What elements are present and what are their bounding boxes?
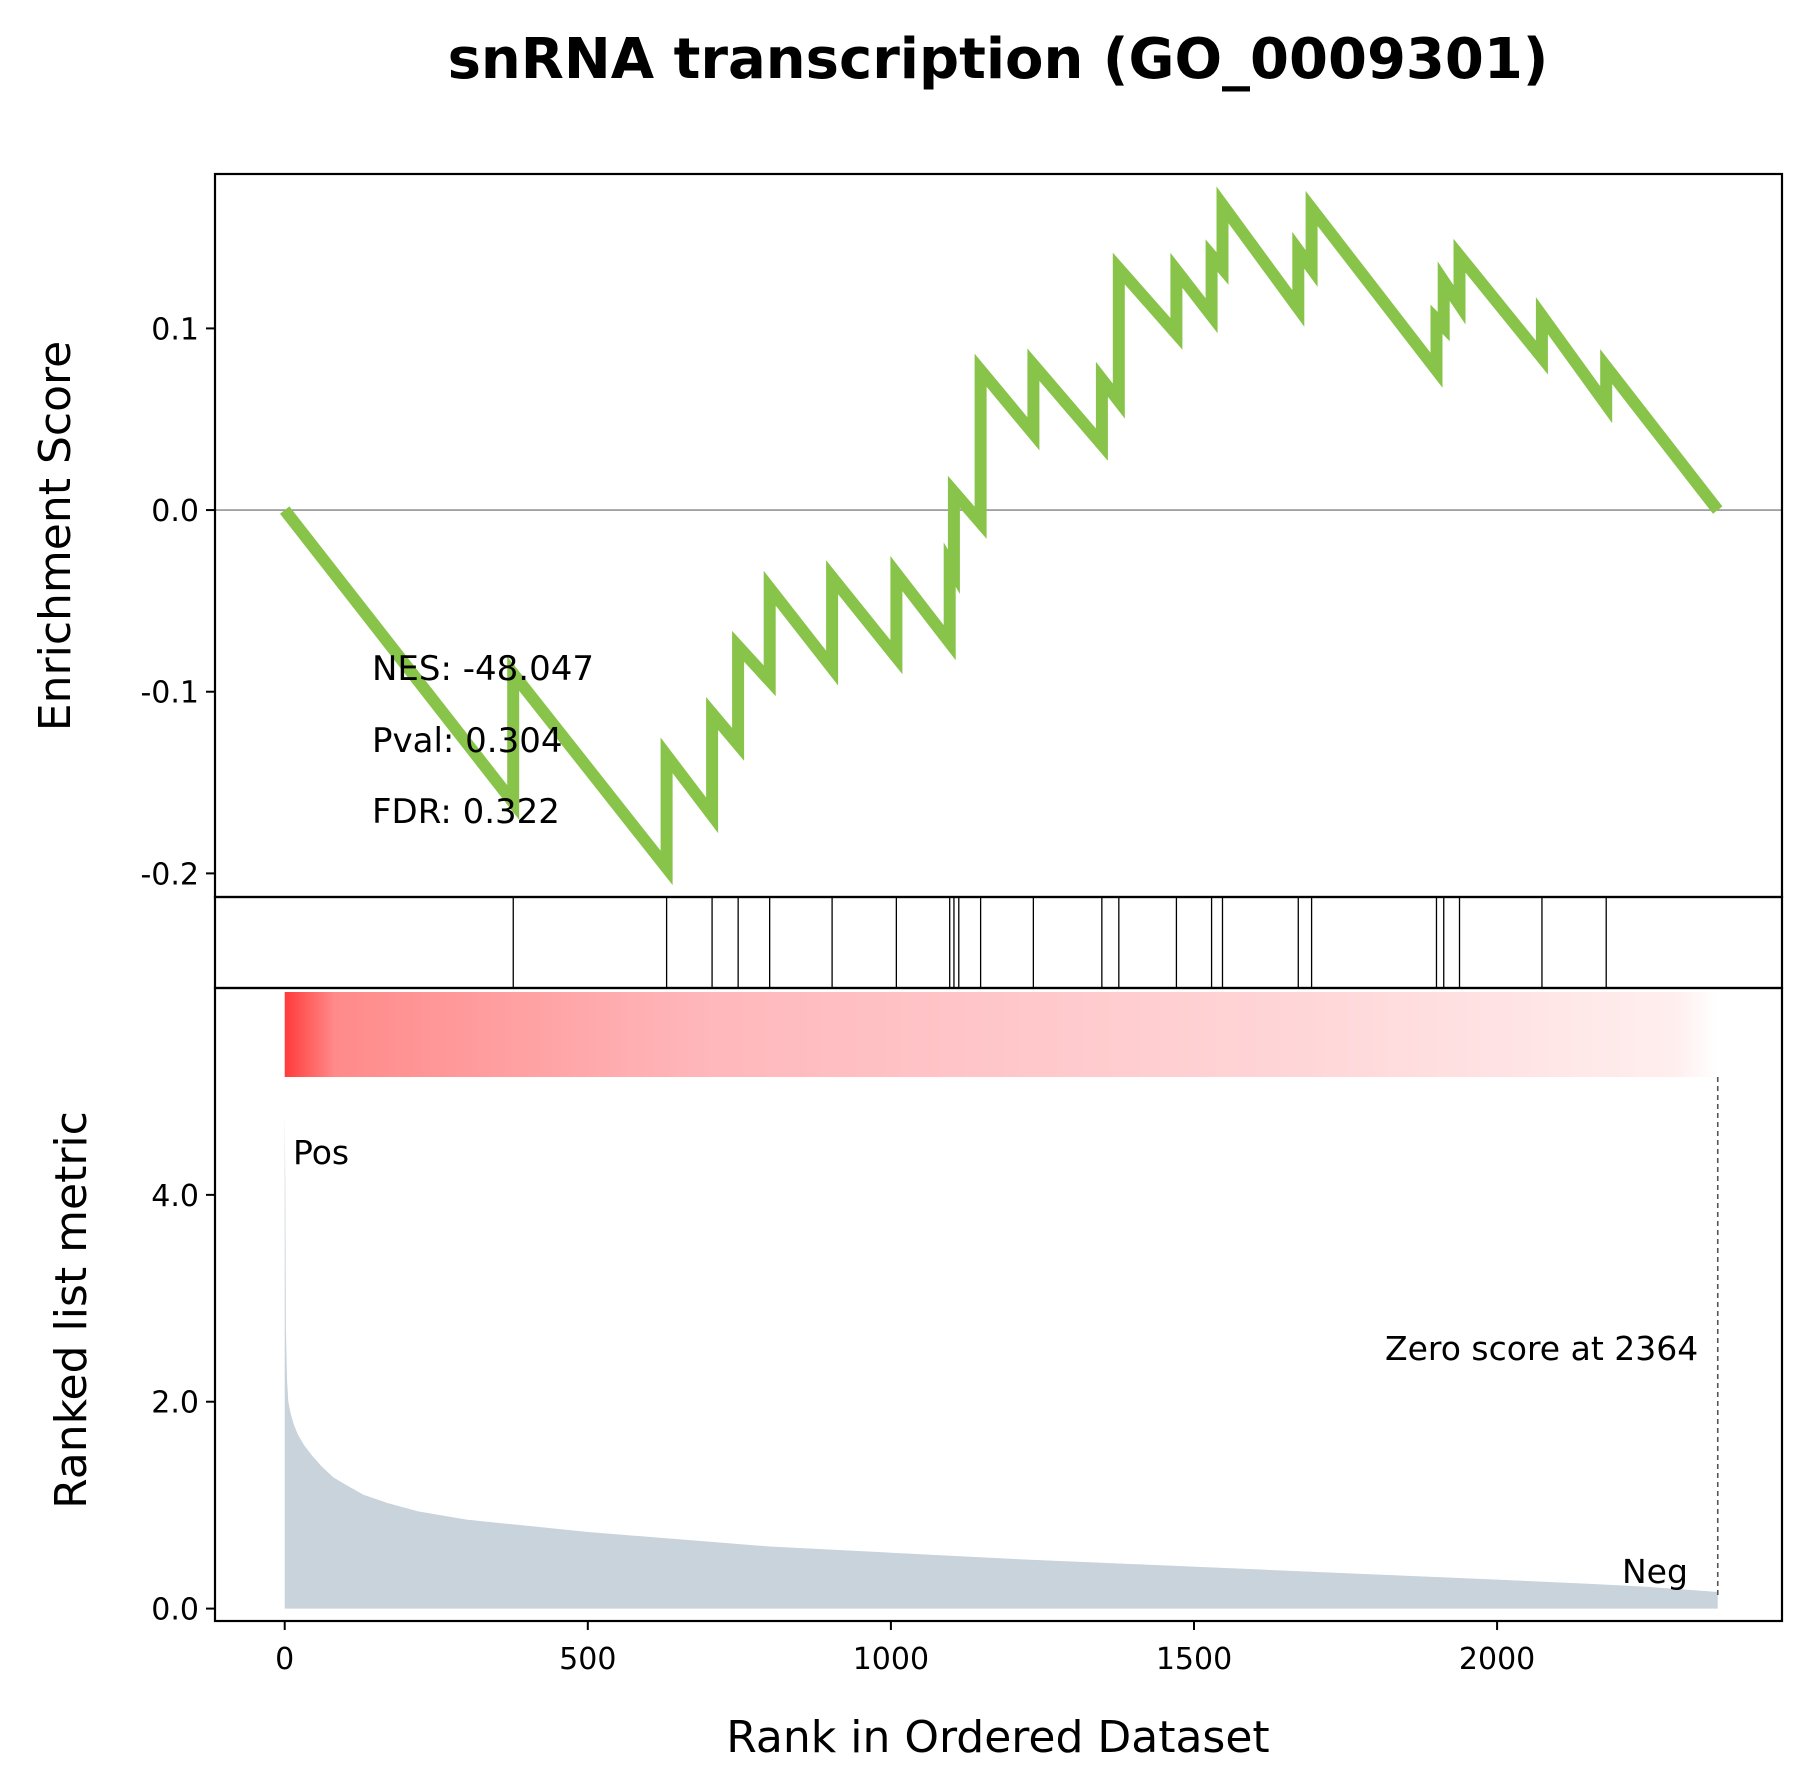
pos-label: Pos <box>293 1133 349 1172</box>
x-axis-ticks: 0 500 1000 1500 2000 <box>275 1621 1535 1677</box>
hits-panel <box>213 895 1784 990</box>
chart-title: snRNA transcription (GO_0009301) <box>448 27 1549 92</box>
pval-label: Pval: 0.304 <box>372 721 563 761</box>
x-axis-label: Rank in Ordered Dataset <box>726 1712 1269 1763</box>
metric-area <box>284 1114 1718 1609</box>
hit-lines <box>512 897 1607 988</box>
x-tick-label: 1500 <box>1156 1642 1232 1677</box>
fdr-label: FDR: 0.322 <box>372 792 560 832</box>
es-y-tick-label: 0.0 <box>151 494 199 529</box>
metric-y-tick-label: 2.0 <box>151 1386 199 1421</box>
es-frame <box>213 172 1784 899</box>
x-tick-label: 2000 <box>1459 1642 1535 1677</box>
es-line <box>279 186 1723 886</box>
nes-label: NES: -48.047 <box>372 649 594 689</box>
es-panel: 0.10.0-0.1-0.2 NES: -48.047 Pval: 0.304 … <box>140 172 1784 899</box>
x-tick-label: 1000 <box>853 1642 929 1677</box>
metric-y-ticks: 4.0 2.0 0.0 <box>151 1179 215 1628</box>
es-y-tick-label: -0.1 <box>140 676 199 711</box>
zero-score-label: Zero score at 2364 <box>1385 1329 1698 1368</box>
metric-y-tick-label: 4.0 <box>151 1179 199 1214</box>
hits-frame <box>213 895 1784 990</box>
metric-y-tick-label: 0.0 <box>151 1593 199 1628</box>
metric-panel: Zero score at 2364 Pos Neg 4.0 2.0 0.0 <box>151 986 1784 1628</box>
rank-gradient-bar <box>284 992 1718 1077</box>
x-tick-label: 500 <box>559 1642 616 1677</box>
es-y-axis-label: Enrichment Score <box>30 341 81 731</box>
metric-frame <box>213 986 1784 1623</box>
x-tick-label: 0 <box>275 1642 294 1677</box>
es-y-tick-label: 0.1 <box>151 312 199 347</box>
es-y-ticks: 0.1 0.0 -0.1 -0.2 <box>140 312 215 892</box>
metric-y-axis-label: Ranked list metric <box>46 1111 97 1509</box>
es-y-tick-label: -0.2 <box>140 857 199 892</box>
neg-label: Neg <box>1622 1552 1688 1591</box>
